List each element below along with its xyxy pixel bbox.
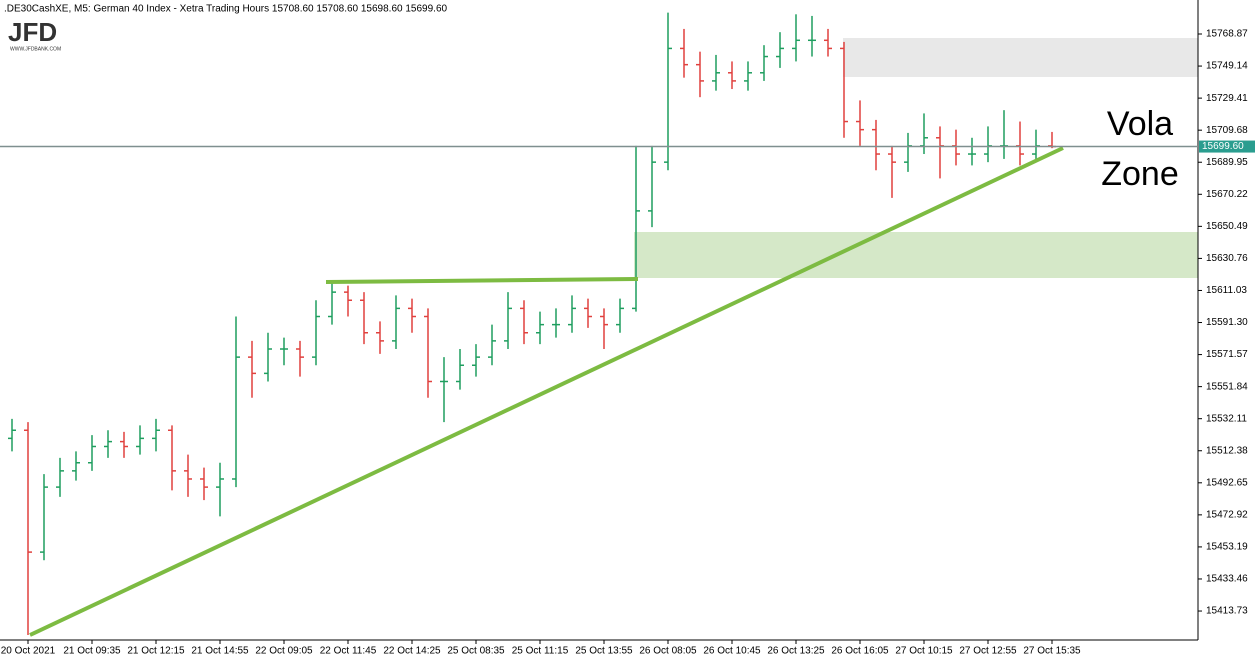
x-tick-label: 27 Oct 15:35 (1023, 646, 1081, 657)
trend-line (29, 146, 1064, 637)
annotation: Zone (1101, 155, 1179, 193)
x-tick-label: 20 Oct 2021 (1, 646, 56, 657)
y-tick-label: 15413.73 (1206, 606, 1248, 617)
x-tick-label: 22 Oct 14:25 (383, 646, 441, 657)
resistance-line (325, 277, 639, 284)
x-tick-label: 21 Oct 09:35 (63, 646, 121, 657)
support-zone (634, 232, 1198, 278)
y-tick-label: 15571.57 (1206, 349, 1248, 360)
y-tick-label: 15689.95 (1206, 157, 1248, 168)
y-tick-label: 15492.65 (1206, 477, 1248, 488)
y-tick-label: 15670.22 (1206, 189, 1248, 200)
x-tick-label: 22 Oct 11:45 (320, 646, 377, 657)
chart-title: .DE30CashXE, M5: German 40 Index - Xetra… (4, 4, 448, 15)
logo: JFD (8, 17, 57, 47)
x-tick-label: 27 Oct 10:15 (895, 646, 953, 657)
x-tick-label: 26 Oct 16:05 (831, 646, 889, 657)
annotation: Vola (1107, 105, 1173, 143)
x-tick-label: 26 Oct 13:25 (767, 646, 825, 657)
y-tick-label: 15551.84 (1206, 381, 1248, 392)
x-tick-label: 25 Oct 13:55 (575, 646, 633, 657)
logo-caption: WWW.JFDBANK.COM (10, 46, 61, 52)
y-tick-label: 15532.11 (1206, 413, 1247, 424)
current-price-label: 15699.60 (1202, 141, 1244, 152)
x-tick-label: 21 Oct 12:15 (127, 646, 185, 657)
y-tick-label: 15650.49 (1206, 221, 1248, 232)
y-tick-label: 15768.87 (1206, 29, 1248, 40)
y-tick-label: 15611.03 (1206, 285, 1247, 296)
y-tick-label: 15749.14 (1206, 61, 1248, 72)
x-tick-label: 26 Oct 08:05 (639, 646, 697, 657)
y-tick-label: 15472.92 (1206, 510, 1248, 521)
x-tick-label: 25 Oct 11:15 (512, 646, 569, 657)
y-tick-label: 15709.68 (1206, 125, 1248, 136)
y-tick-label: 15512.38 (1206, 445, 1248, 456)
y-tick-label: 15630.76 (1206, 253, 1248, 264)
y-tick-label: 15591.30 (1206, 317, 1248, 328)
y-tick-label: 15433.46 (1206, 574, 1248, 585)
y-tick-label: 15729.41 (1206, 93, 1248, 104)
bars (8, 12, 1056, 635)
x-tick-label: 25 Oct 08:35 (447, 646, 505, 657)
current-price-box (1199, 140, 1255, 153)
x-tick-label: 27 Oct 12:55 (959, 646, 1017, 657)
y-tick-label: 15453.19 (1206, 542, 1248, 553)
x-tick-label: 26 Oct 10:45 (703, 646, 761, 657)
x-tick-label: 22 Oct 09:05 (255, 646, 313, 657)
x-tick-label: 21 Oct 14:55 (191, 646, 249, 657)
resistance-zone (843, 38, 1198, 77)
